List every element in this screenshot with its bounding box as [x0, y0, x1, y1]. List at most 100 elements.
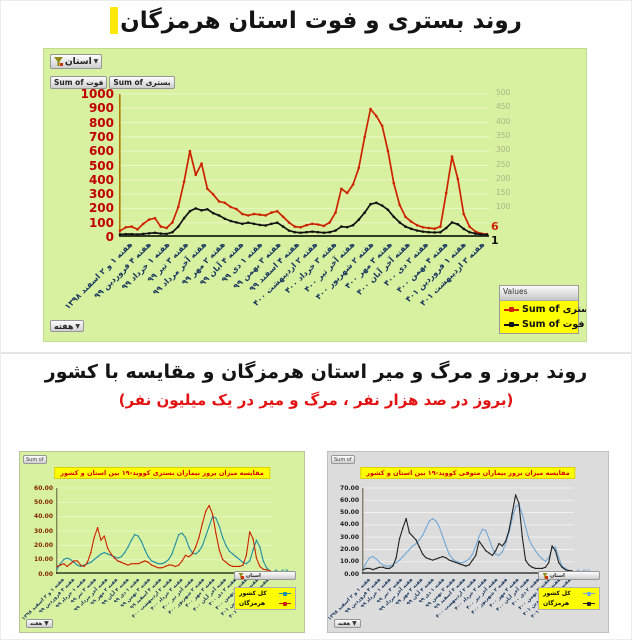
y-tick-label: 400	[88, 172, 114, 187]
hospitalization-death-chart-panel: استان ▼ Sum of فوت Sum of بستری 0 100 200 3…	[43, 48, 587, 342]
chart-legend: کل کشور هرمزگان	[538, 587, 600, 610]
y-tick-label: 40.00	[34, 513, 53, 521]
y-tick-label: 250	[496, 159, 511, 169]
y-tick-label: 600	[88, 144, 114, 159]
legend-item-label: هرمزگان	[543, 600, 570, 607]
y-tick-label: 900	[88, 101, 114, 116]
legend-items: Sum of بستری Sum of فوت	[500, 301, 586, 333]
mini-chart-title: مقایسه میزان بروز بیماران بستری کووید-۱۹…	[54, 467, 270, 479]
legend-key-line	[279, 601, 291, 605]
week-axis-field-button[interactable]: هفته ▼	[334, 619, 361, 628]
y-tick-label: 10.00	[340, 558, 359, 566]
legend-item-label: کل کشور	[543, 590, 571, 597]
province-filter-button[interactable]: استان	[234, 571, 296, 580]
value-field-button[interactable]: Sum of	[23, 455, 47, 464]
filter-funnel-icon	[238, 573, 244, 579]
y-tick-label: 700	[88, 129, 114, 144]
y-tick-label: 300	[496, 145, 511, 155]
y-tick-label: 150	[496, 188, 511, 198]
series-line-1	[56, 505, 271, 572]
page-title: روند بستری و فوت استان هرمزگان	[1, 7, 631, 34]
y-tick-label: 30.00	[340, 533, 359, 541]
y-tick-label: 100	[496, 202, 511, 212]
y-tick-label: 60.00	[340, 496, 359, 504]
series-line-1	[119, 201, 488, 236]
section-divider	[1, 352, 631, 354]
section2-title: روند بروز و مرگ و میر استان هرمزگان و مق…	[44, 361, 588, 383]
series-line-1	[362, 494, 572, 572]
y-tick-label: 50.00	[34, 498, 53, 506]
week-axis-field-button[interactable]: هفته ▼	[50, 320, 85, 332]
y-tick-label: 10.00	[34, 556, 53, 564]
y-tick-label: 0	[105, 230, 114, 244]
legend-item: هرمزگان	[239, 600, 291, 607]
field-button-sum-of-hospitalized[interactable]: Sum of بستری	[109, 76, 175, 89]
chart-plot-wrap: 0.00 10.00 20.00 30.00 40.00 50.00 60.00 70.00 …	[328, 485, 591, 622]
y-tick-label: 20.00	[34, 541, 53, 549]
legend-item-label: هرمزگان	[239, 600, 266, 607]
series-line-0	[362, 503, 573, 572]
y-axis-left-labels: 0.00 10.00 20.00 30.00 40.00 50.00 60.00 70.00	[333, 484, 359, 578]
page-title-text: روند بستری و فوت استان هرمزگان	[120, 8, 522, 34]
legend-items: کل کشور هرمزگان	[235, 588, 295, 609]
y-tick-label: 70.00	[340, 484, 359, 492]
legend-item-label: کل کشور	[239, 590, 267, 597]
field-button-sum-of-death[interactable]: Sum of فوت	[50, 76, 108, 89]
y-tick-label: 450	[496, 102, 511, 112]
value-field-button[interactable]: Sum of	[331, 455, 355, 464]
week-axis-field-label: هفته	[30, 620, 43, 627]
week-axis-field-button[interactable]: هفته ▼	[26, 619, 53, 628]
legend-key-line	[279, 591, 291, 595]
y-axis-right-labels: 100 150 200 250 300 350 400 450 500	[496, 88, 522, 237]
series-end-value-label: 1	[491, 233, 499, 247]
week-axis-field-label: هفته	[338, 620, 351, 627]
province-filter-label: استان	[550, 572, 565, 579]
y-tick-label: 1000	[80, 87, 114, 101]
y-tick-label: 200	[496, 173, 511, 183]
y-tick-label: 400	[496, 116, 511, 126]
legend-item: کل کشور	[543, 590, 595, 597]
legend-key-line	[504, 307, 519, 312]
province-filter-button[interactable]: استان ▼	[50, 54, 103, 69]
y-tick-label: 60.00	[34, 484, 53, 492]
y-tick-label: 300	[88, 187, 114, 202]
legend-items: کل کشور هرمزگان	[539, 588, 599, 609]
chevron-down-icon: ▼	[93, 58, 99, 65]
chevron-down-icon: ▼	[44, 620, 49, 627]
legend-key-line	[583, 601, 595, 605]
chevron-down-icon: ▼	[75, 322, 81, 330]
series-line-0	[119, 108, 488, 236]
filter-funnel-icon	[54, 57, 63, 66]
y-tick-label: 20.00	[340, 545, 359, 553]
yellow-highlight-mark	[110, 7, 119, 34]
chart-legend: کل کشور هرمزگان	[234, 587, 296, 610]
y-tick-label: 0.00	[344, 570, 359, 578]
hospitalized-incidence-chart-panel: Sum of مقایسه میزان بروز بیماران بستری ک…	[19, 451, 305, 633]
y-axis-left-labels: 0.00 10.00 20.00 30.00 40.00 50.00 60.00	[27, 484, 53, 578]
y-tick-label: 200	[88, 201, 114, 216]
chart-plot-area	[56, 487, 272, 574]
legend-item: کل کشور	[239, 590, 291, 597]
y-tick-label: 0.00	[38, 570, 53, 578]
chart-legend: Values Sum of بستری Sum of فوت	[499, 285, 586, 334]
y-tick-label: 30.00	[34, 527, 53, 535]
y-tick-label: 800	[88, 115, 114, 130]
y-tick-label: 500	[88, 158, 114, 173]
legend-key-line	[583, 591, 595, 595]
legend-item-label: Sum of بستری	[522, 304, 586, 315]
filter-funnel-icon	[542, 573, 548, 579]
series-line-0	[56, 516, 271, 572]
province-filter-label: استان	[65, 56, 92, 67]
chart-plot-wrap: 0 100 200 300 400 500 600 700 800 900 1000 100 150 2…	[63, 88, 510, 311]
chart-plot-area	[362, 487, 574, 574]
legend-key-line	[504, 322, 519, 327]
province-filter-button[interactable]: استان	[538, 571, 600, 580]
legend-item-label: Sum of فوت	[522, 319, 585, 330]
section2-subtitle: (بروز در صد هزار نفر ، مرگ و میر در یک م…	[118, 391, 514, 409]
chart-plot-area	[118, 93, 489, 237]
week-axis-field-label: هفته	[54, 321, 74, 331]
province-filter-label: استان	[246, 572, 261, 579]
y-tick-label: 350	[496, 130, 511, 140]
y-axis-left-labels: 0 100 200 300 400 500 600 700 800 900 1000	[74, 88, 114, 243]
